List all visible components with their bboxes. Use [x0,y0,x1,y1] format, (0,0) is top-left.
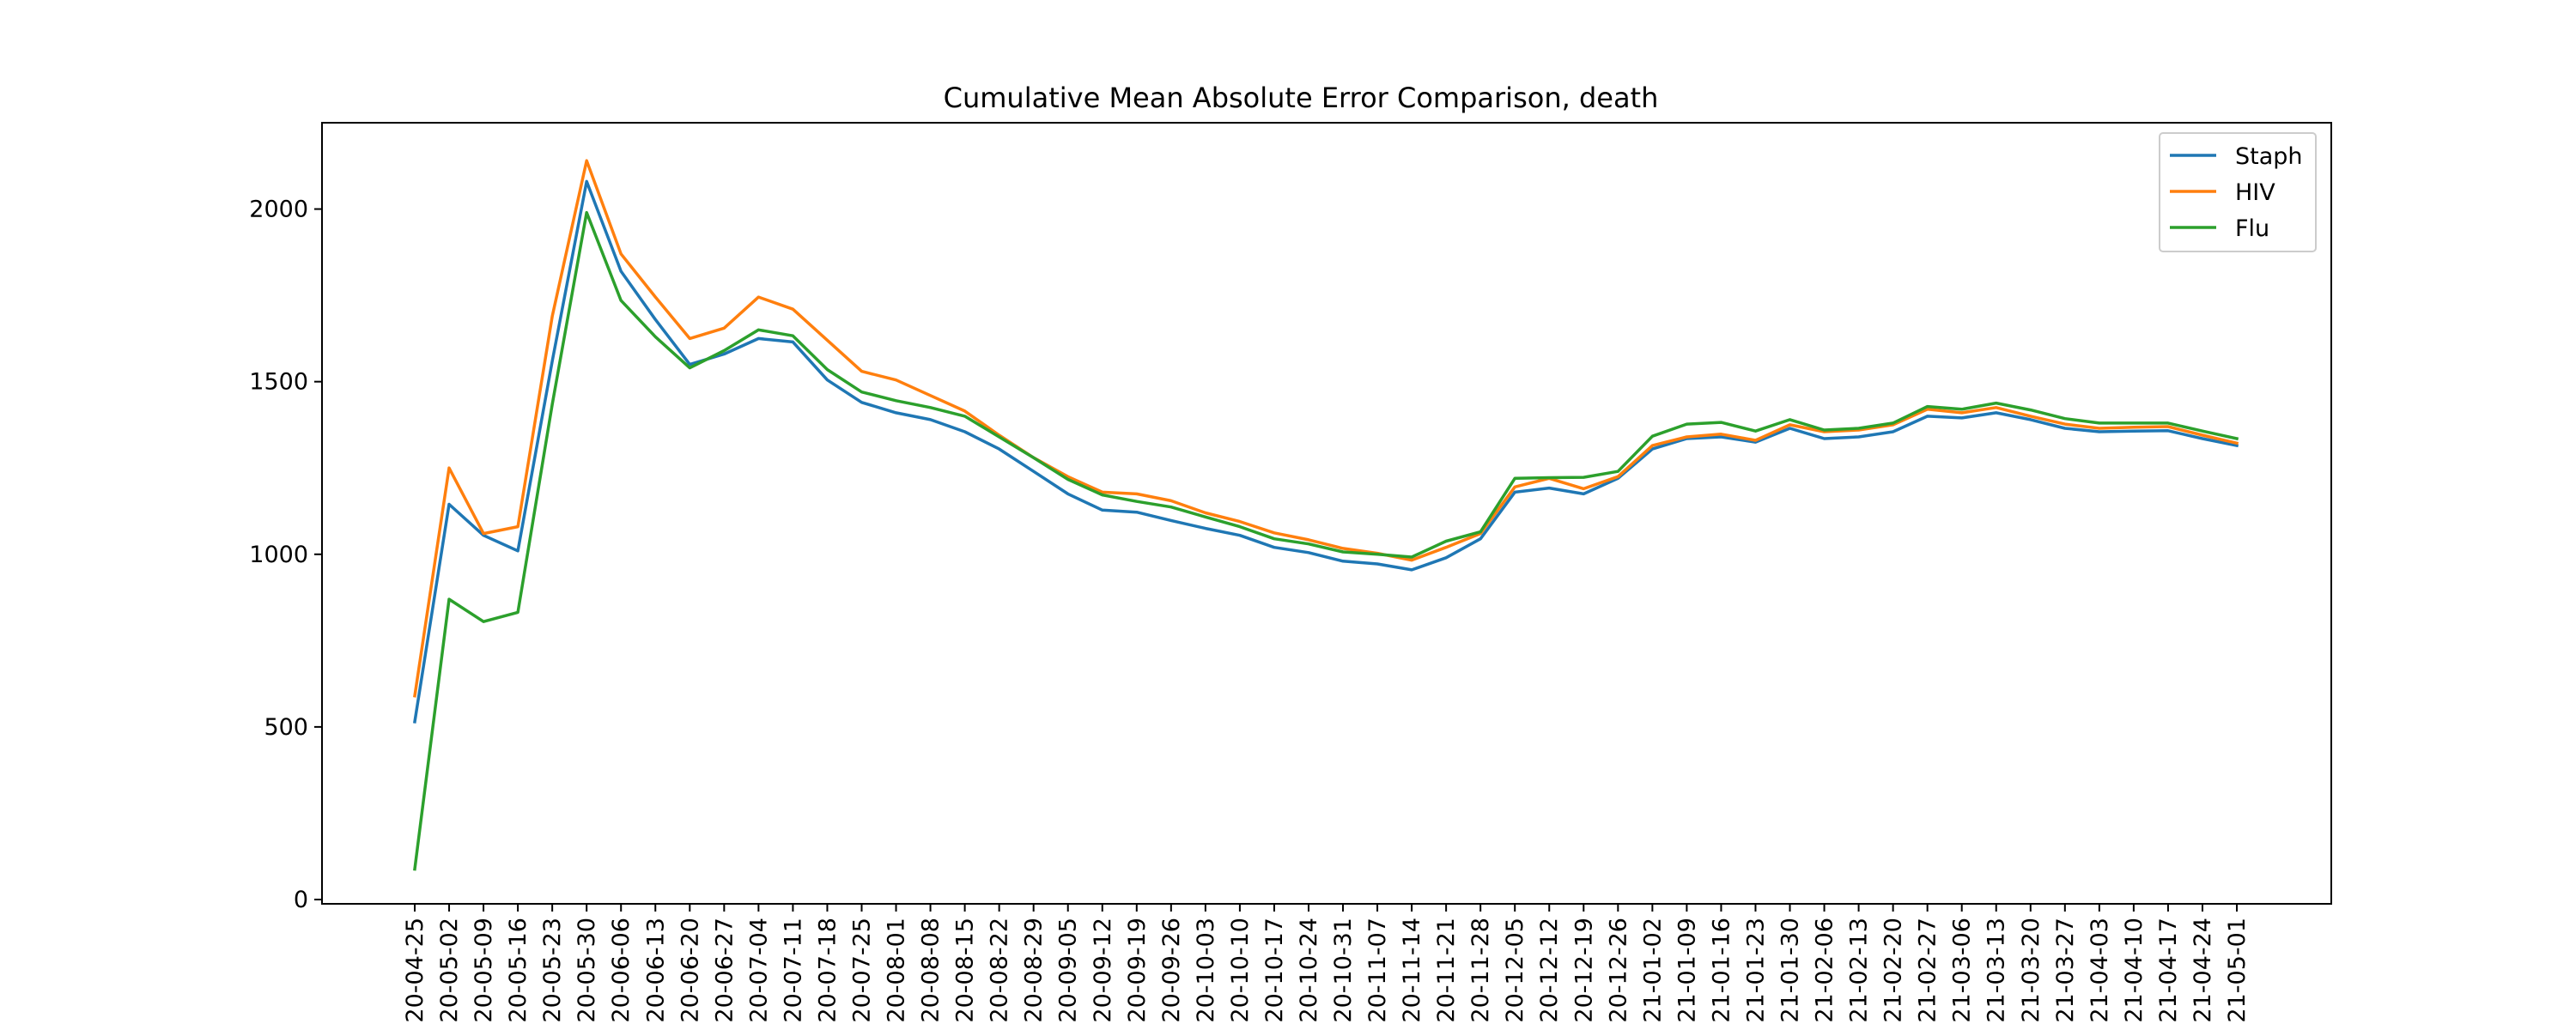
x-tick-label: 20-07-25 [848,918,875,1023]
legend-label-staph: Staph [2235,143,2303,170]
y-tick-label: 0 [294,887,308,913]
x-tick-label: 20-08-29 [1021,918,1048,1023]
x-tick-label: 21-04-17 [2155,918,2182,1023]
y-tick-label: 1500 [249,369,308,396]
legend: Staph HIV Flu [2159,132,2317,252]
x-tick-label: 20-08-08 [918,918,945,1023]
x-tick-label: 21-04-24 [2190,918,2216,1023]
x-tick-label: 21-01-16 [1708,918,1735,1023]
x-tick-label: 20-09-12 [1090,918,1116,1023]
series-line-flu [413,210,2239,871]
x-tick-label: 20-06-13 [642,918,669,1023]
x-tick-label: 20-12-19 [1571,918,1597,1023]
legend-box [2159,132,2317,252]
x-tick-label: 21-02-20 [1880,918,1907,1023]
x-tick-label: 20-10-10 [1227,918,1254,1023]
x-tick-label: 20-12-26 [1605,918,1631,1023]
y-tick-label: 1000 [249,542,308,568]
x-tick-label: 20-10-31 [1330,918,1357,1023]
x-tick-label: 20-09-19 [1124,918,1151,1023]
x-tick-label: 21-03-20 [2018,918,2044,1023]
x-tick-label: 21-01-02 [1639,918,1666,1023]
y-axis: 0 500 1000 1500 2000 [249,197,322,913]
x-tick-label: 20-05-09 [471,918,497,1023]
y-tick-label: 500 [264,714,308,741]
x-tick-label: 20-08-15 [952,918,979,1023]
x-tick-label: 20-07-04 [745,918,772,1023]
x-tick-label: 20-10-03 [1193,918,1219,1023]
x-tick-label: 21-03-06 [1949,918,1976,1023]
legend-label-hiv: HIV [2235,179,2275,206]
x-tick-label: 20-06-27 [711,918,738,1023]
x-tick-label: 20-05-30 [574,918,600,1023]
chart-title: Cumulative Mean Absolute Error Compariso… [944,82,1659,114]
plot-frame [321,122,2332,905]
x-tick-label: 20-08-01 [884,918,910,1023]
x-tick-label: 20-04-25 [402,918,428,1023]
x-tick-label: 20-11-07 [1364,918,1391,1023]
x-tick-label: 20-06-06 [608,918,635,1023]
x-tick-label: 21-02-13 [1846,918,1873,1023]
x-tick-label: 21-04-10 [2121,918,2148,1023]
x-tick-label: 21-03-13 [1984,918,2010,1023]
x-tick-label: 21-02-27 [1915,918,1941,1023]
x-tick-label: 20-10-17 [1261,918,1288,1023]
x-tick-label: 21-03-27 [2052,918,2079,1023]
x-tick-label: 20-12-05 [1502,918,1528,1023]
x-tick-label: 21-02-06 [1812,918,1838,1023]
x-tick-label: 20-06-20 [677,918,703,1023]
x-tick-label: 21-05-01 [2224,918,2251,1023]
series-line-staph [412,179,2239,724]
x-tick-label: 20-11-14 [1399,918,1425,1023]
x-tick-label: 20-07-18 [814,918,841,1023]
x-tick-label: 20-08-22 [987,918,1013,1023]
x-tick-label: 20-12-12 [1536,918,1563,1023]
x-tick-label: 20-09-05 [1055,918,1082,1023]
x-tick-label: 20-10-24 [1296,918,1322,1023]
x-tick-label: 21-01-23 [1742,918,1769,1023]
x-tick-label: 21-01-09 [1674,918,1700,1023]
x-tick-label: 20-11-21 [1433,918,1460,1023]
x-tick-label: 21-04-03 [2087,918,2113,1023]
x-tick-label: 20-07-11 [780,918,806,1023]
legend-label-flu: Flu [2235,215,2269,242]
x-tick-label: 20-05-16 [505,918,532,1023]
x-tick-label: 20-05-02 [436,918,463,1023]
x-axis: 20-04-25 20-05-02 20-05-09 20-05-16 20-05-23… [402,904,2251,1023]
x-tick-label: 20-09-26 [1158,918,1185,1023]
plot-lines [412,159,2239,871]
series-line-hiv [413,159,2239,698]
y-tick-label: 2000 [249,197,308,223]
x-tick-label: 20-05-23 [539,918,566,1023]
x-tick-label: 21-01-30 [1777,918,1804,1023]
x-tick-label: 20-11-28 [1467,918,1494,1023]
